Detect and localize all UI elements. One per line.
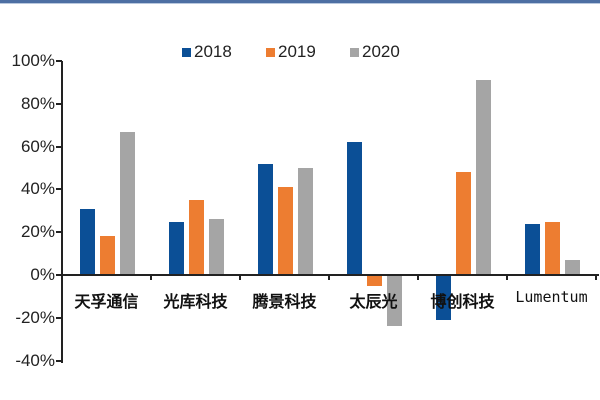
x-tick-mark [239,275,241,280]
top-border [0,0,600,3]
bar-2018-5 [525,223,540,275]
y-tick-mark [56,231,62,234]
y-tick-label: -40% [15,350,55,370]
legend-swatch-2020 [350,47,359,57]
top-border-highlight [0,3,600,4]
legend-item-2019: 2019 [266,42,350,62]
x-category-label: 光库科技 [163,292,228,311]
x-tick-mark [328,275,330,280]
y-tick-label: 0% [30,265,55,284]
bar-2019-3 [367,275,382,286]
bar-2019-2 [278,187,293,275]
y-tick-label: 20% [20,222,55,242]
chart-legend: 2018 2019 2020 [182,42,434,62]
bar-2020-3 [387,275,402,327]
x-category-label: 太辰光 [349,292,398,311]
x-category-label: Lumentum [515,288,588,306]
legend-item-2020: 2020 [350,42,434,62]
bar-2018-0 [80,208,95,275]
legend-label-2019: 2019 [278,42,316,61]
x-tick-mark [150,275,152,280]
bar-2018-3 [347,142,362,275]
bar-2019-5 [545,221,560,275]
bar-2019-4 [456,172,471,275]
y-tick-label: 100% [11,51,55,70]
y-tick-label: 60% [20,136,55,156]
x-category-label: 腾景科技 [252,292,317,311]
y-tick-mark [56,188,62,191]
legend-label-2020: 2020 [362,42,400,61]
x-tick-mark [61,275,63,280]
x-axis [61,274,599,276]
legend-label-2018: 2018 [194,42,232,61]
y-tick-mark [56,316,62,319]
bar-2020-0 [120,131,135,275]
x-tick-mark [506,275,508,280]
x-tick-mark [595,275,597,280]
x-tick-mark [417,275,419,280]
y-tick-mark [56,359,62,362]
y-tick-label: -20% [15,307,55,327]
y-tick-mark [56,102,62,105]
bar-2018-2 [258,163,273,275]
bar-2018-1 [169,221,184,275]
bar-2019-1 [189,200,204,275]
legend-swatch-2019 [266,47,275,57]
legend-swatch-2018 [182,47,191,57]
bar-2018-4 [436,275,451,320]
y-axis [61,61,63,363]
y-tick-mark [56,60,62,62]
bar-2020-2 [298,168,313,275]
y-tick-label: 40% [20,179,55,199]
x-category-label: 天孚通信 [74,292,139,311]
y-tick-label: 80% [20,93,55,113]
x-category-label: 博创科技 [430,292,495,311]
y-tick-mark [56,145,62,148]
y-tick-mark [56,274,62,276]
bar-2020-4 [476,80,491,275]
bar-2019-0 [100,236,115,275]
bar-2020-1 [209,219,224,275]
legend-item-2018: 2018 [182,42,266,62]
bar-2020-5 [565,260,580,275]
